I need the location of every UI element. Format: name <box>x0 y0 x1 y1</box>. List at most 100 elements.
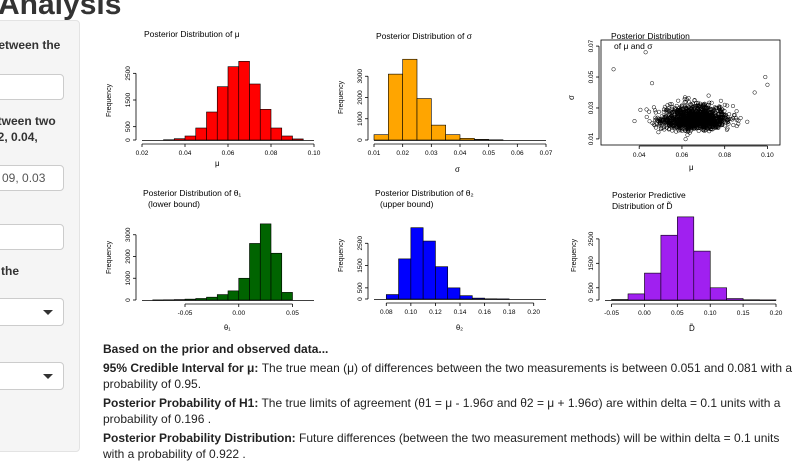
x-tick-label: 0.10 <box>308 150 321 157</box>
y-tick-label: 3000 <box>357 69 364 84</box>
y-tick-label: 0.01 <box>588 132 595 145</box>
plot-sigma-xlabel: σ <box>455 165 460 174</box>
hist-bar <box>239 61 250 140</box>
scatter-point <box>764 75 768 79</box>
hist-bar <box>710 288 726 300</box>
scatter-point <box>639 108 643 112</box>
x-tick-label: 0.08 <box>380 309 393 316</box>
plot-sigma-ylabel: Frequency <box>338 80 345 114</box>
x-tick-label: 0.04 <box>454 150 467 157</box>
scatter-point <box>650 81 654 85</box>
scatter-point <box>725 128 729 132</box>
x-tick-label: 0.06 <box>676 152 689 159</box>
x-tick-label: 0.12 <box>429 309 442 316</box>
scatter-point <box>686 133 690 137</box>
sidebar-input-2[interactable]: 09, 0.03 <box>0 165 64 191</box>
plot-joint-title-2: of μ and σ <box>614 41 653 51</box>
hist-bar <box>677 217 693 300</box>
hist-bar <box>435 267 447 299</box>
x-tick-label: 0.16 <box>478 309 491 316</box>
hist-bar <box>260 109 271 140</box>
hist-bar <box>228 291 239 300</box>
x-tick-label: 0.08 <box>265 150 278 157</box>
y-tick-label: 0.05 <box>588 70 595 83</box>
sidebar-select-1[interactable] <box>0 298 64 326</box>
hist-bar <box>228 67 239 140</box>
x-tick-label: 0.05 <box>482 150 495 157</box>
hist-bar <box>174 139 185 140</box>
y-tick-label: 2000 <box>357 90 364 105</box>
y-tick-label: 2000 <box>125 249 132 264</box>
scatter-point <box>707 94 711 98</box>
scatter-point <box>731 104 735 108</box>
x-tick-label: 0.10 <box>405 309 418 316</box>
y-tick-label: 0 <box>125 298 132 302</box>
plot-joint-title-1: Posterior Distribution <box>611 31 690 41</box>
hist-bar <box>282 292 293 300</box>
sidebar-select-2[interactable] <box>0 362 64 390</box>
x-tick-label: 0.10 <box>761 152 774 159</box>
x-tick-label: 0.07 <box>540 150 553 157</box>
results-panel: Based on the prior and observed data... … <box>103 341 803 465</box>
plot-pred-ylabel: Frequency <box>571 238 578 272</box>
y-tick-label: 500 <box>357 282 364 293</box>
scatter-point <box>657 130 661 134</box>
hist-bar <box>423 241 435 299</box>
hist-bar <box>403 59 417 140</box>
plot-theta2-title-2: (upper bound) <box>380 199 434 209</box>
hist-bar <box>185 136 196 140</box>
hist-bar <box>474 139 488 140</box>
hist-bar <box>388 74 402 140</box>
x-tick-label: 0.05 <box>286 310 299 317</box>
hist-bar <box>460 138 474 140</box>
hist-bar <box>185 299 196 300</box>
y-tick-label: 0.03 <box>588 101 595 114</box>
result-posterior-h1: Posterior Probability of H1: The true li… <box>103 395 803 427</box>
plot-theta1-ylabel: Frequency <box>106 240 113 274</box>
hist-bar <box>207 297 218 300</box>
sidebar-label-4: e the <box>0 261 19 281</box>
x-tick-label: 0.03 <box>425 150 438 157</box>
hist-bar <box>271 128 282 140</box>
plot-mu-xlabel: μ <box>215 159 220 168</box>
hist-bar <box>260 224 271 300</box>
y-tick-label: 0.07 <box>588 39 595 52</box>
hist-bar <box>217 87 228 140</box>
plot-theta1-xlabel: θ₁ <box>224 323 231 332</box>
hist-bar <box>472 298 484 299</box>
scatter-point <box>645 115 649 119</box>
hist-bar <box>727 299 743 300</box>
scatter-point <box>735 109 739 113</box>
sidebar-input-3[interactable] <box>0 224 64 250</box>
scatter-point <box>723 103 727 107</box>
x-tick-label: 0.00 <box>232 310 245 317</box>
results-heading: Based on the prior and observed data... <box>103 342 328 356</box>
x-tick-label: -0.05 <box>604 310 619 317</box>
scatter-point <box>612 67 616 71</box>
plot-sigma-title: Posterior Distribution of σ <box>376 31 473 41</box>
sidebar-input-1[interactable] <box>0 74 64 100</box>
page-title: Analysis <box>0 0 121 22</box>
x-tick-label: 0.02 <box>396 150 409 157</box>
hist-bar <box>386 295 398 299</box>
plot-pred-title-1: Posterior Predictive <box>612 190 686 200</box>
hist-bar <box>217 295 228 300</box>
x-tick-label: 0.20 <box>770 310 783 317</box>
plot-pred-xlabel: D̃ <box>689 324 695 333</box>
hist-bar <box>271 253 282 300</box>
y-tick-label: 3000 <box>125 227 132 242</box>
sidebar-label-1: between the <box>0 35 60 55</box>
scatter-point <box>710 101 714 105</box>
hist-bar <box>644 273 660 300</box>
x-tick-label: 0.08 <box>718 152 731 159</box>
plot-theta2-title-1: Posterior Distribution of θ₂ <box>375 188 474 198</box>
hist-bar <box>374 135 388 140</box>
y-tick-label: 0 <box>357 138 364 142</box>
x-tick-label: 0.04 <box>179 150 192 157</box>
hist-bar <box>417 99 431 140</box>
y-tick-label: 0 <box>125 138 132 142</box>
y-tick-label: 2500 <box>588 231 595 246</box>
x-tick-label: 0.10 <box>704 310 717 317</box>
scatter-point <box>745 120 749 124</box>
y-tick-label: 0 <box>588 298 595 302</box>
